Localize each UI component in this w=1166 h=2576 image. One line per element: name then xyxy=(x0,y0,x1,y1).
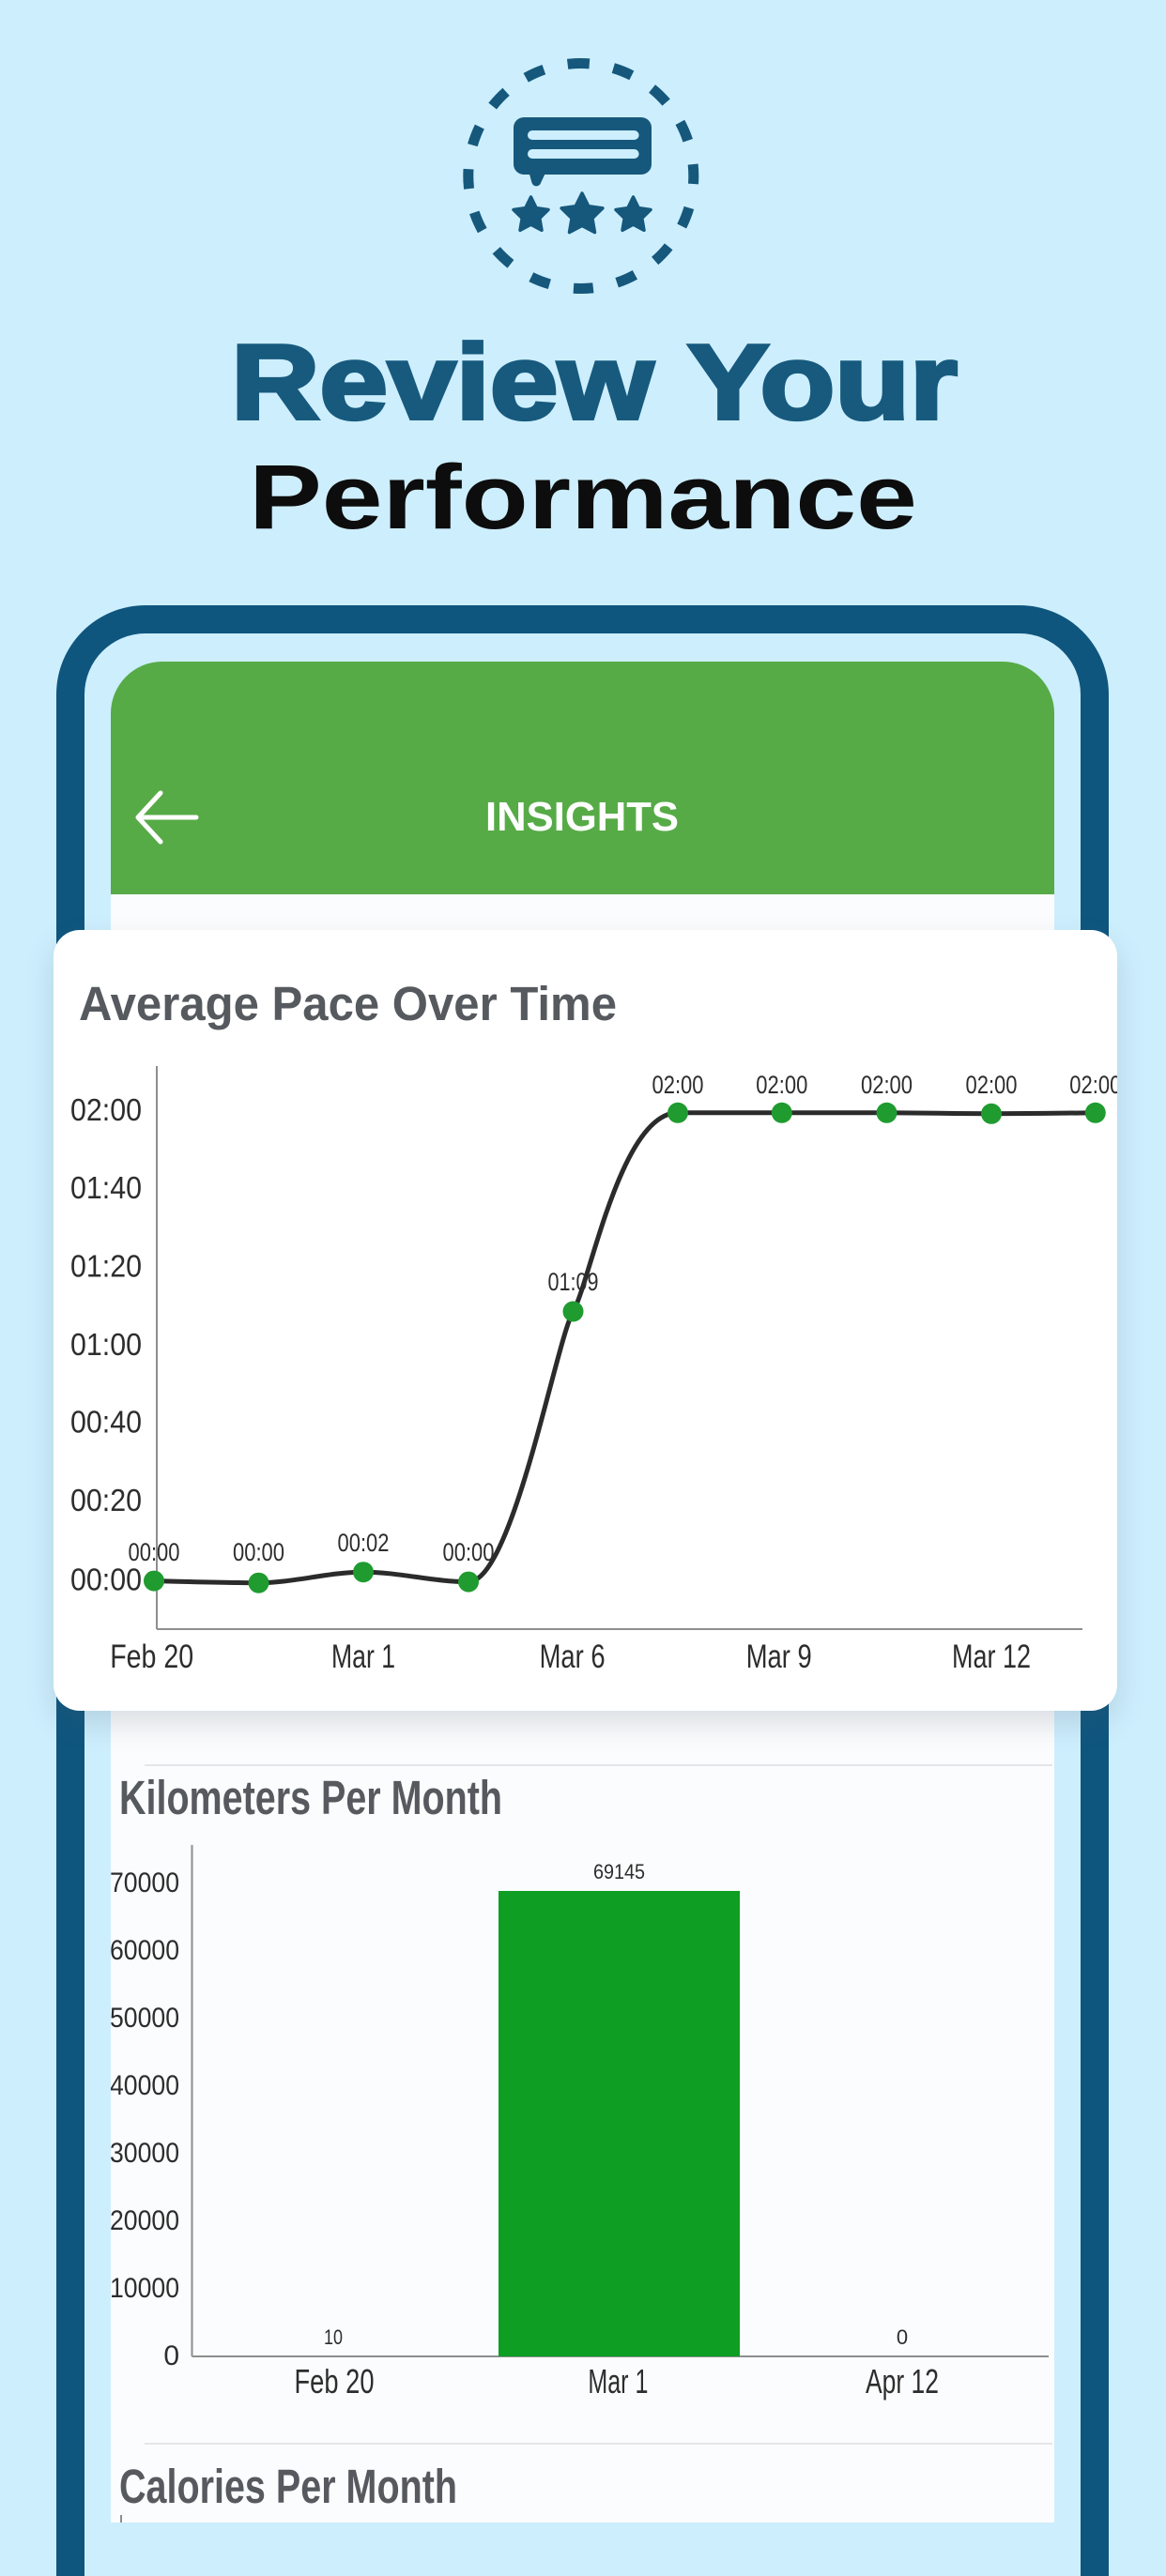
svg-text:02:00: 02:00 xyxy=(70,1092,142,1127)
svg-text:30000: 30000 xyxy=(111,2138,179,2169)
svg-text:10: 10 xyxy=(324,2325,343,2349)
svg-text:00:00: 00:00 xyxy=(129,1538,180,1566)
svg-text:02:00: 02:00 xyxy=(756,1071,807,1099)
svg-text:00:00: 00:00 xyxy=(70,1562,142,1597)
svg-text:50000: 50000 xyxy=(111,2003,179,2034)
svg-text:40000: 40000 xyxy=(111,2070,179,2101)
svg-text:70000: 70000 xyxy=(111,1867,179,1898)
svg-text:Mar 1: Mar 1 xyxy=(331,1639,395,1675)
svg-text:00:20: 00:20 xyxy=(70,1483,142,1517)
svg-text:Calories Per Month: Calories Per Month xyxy=(119,2460,457,2513)
svg-text:60000: 60000 xyxy=(111,1935,179,1966)
svg-text:Feb 20: Feb 20 xyxy=(110,1639,193,1675)
svg-text:00:02: 00:02 xyxy=(338,1529,390,1557)
svg-text:20000: 20000 xyxy=(111,2205,179,2236)
svg-text:00:00: 00:00 xyxy=(233,1538,284,1566)
svg-text:Mar 12: Mar 12 xyxy=(952,1639,1031,1675)
svg-text:00:00: 00:00 xyxy=(443,1538,495,1566)
svg-text:Average Pace Over Time: Average Pace Over Time xyxy=(79,977,617,1030)
svg-text:02:00: 02:00 xyxy=(966,1071,1018,1099)
svg-text:01:09: 01:09 xyxy=(548,1268,599,1296)
svg-text:02:00: 02:00 xyxy=(861,1071,913,1099)
svg-text:0: 0 xyxy=(163,2340,179,2371)
svg-text:00:40: 00:40 xyxy=(70,1405,142,1440)
svg-text:Apr 12: Apr 12 xyxy=(866,2362,939,2401)
svg-text:69145: 69145 xyxy=(593,1860,645,1883)
svg-text:01:20: 01:20 xyxy=(70,1249,142,1284)
svg-text:02:00: 02:00 xyxy=(652,1071,704,1099)
svg-text:0: 0 xyxy=(897,2325,908,2349)
svg-text:01:00: 01:00 xyxy=(70,1327,142,1362)
svg-text:10000: 10000 xyxy=(111,2273,179,2304)
svg-text:INSIGHTS: INSIGHTS xyxy=(485,794,679,840)
svg-text:Mar 6: Mar 6 xyxy=(540,1639,606,1675)
svg-text:Mar 9: Mar 9 xyxy=(746,1639,812,1675)
svg-text:02:00: 02:00 xyxy=(1069,1071,1117,1099)
svg-text:Mar 1: Mar 1 xyxy=(588,2362,648,2401)
svg-text:Kilometers Per Month: Kilometers Per Month xyxy=(119,1771,502,1824)
svg-text:01:40: 01:40 xyxy=(70,1170,142,1205)
svg-text:Feb 20: Feb 20 xyxy=(295,2362,375,2401)
